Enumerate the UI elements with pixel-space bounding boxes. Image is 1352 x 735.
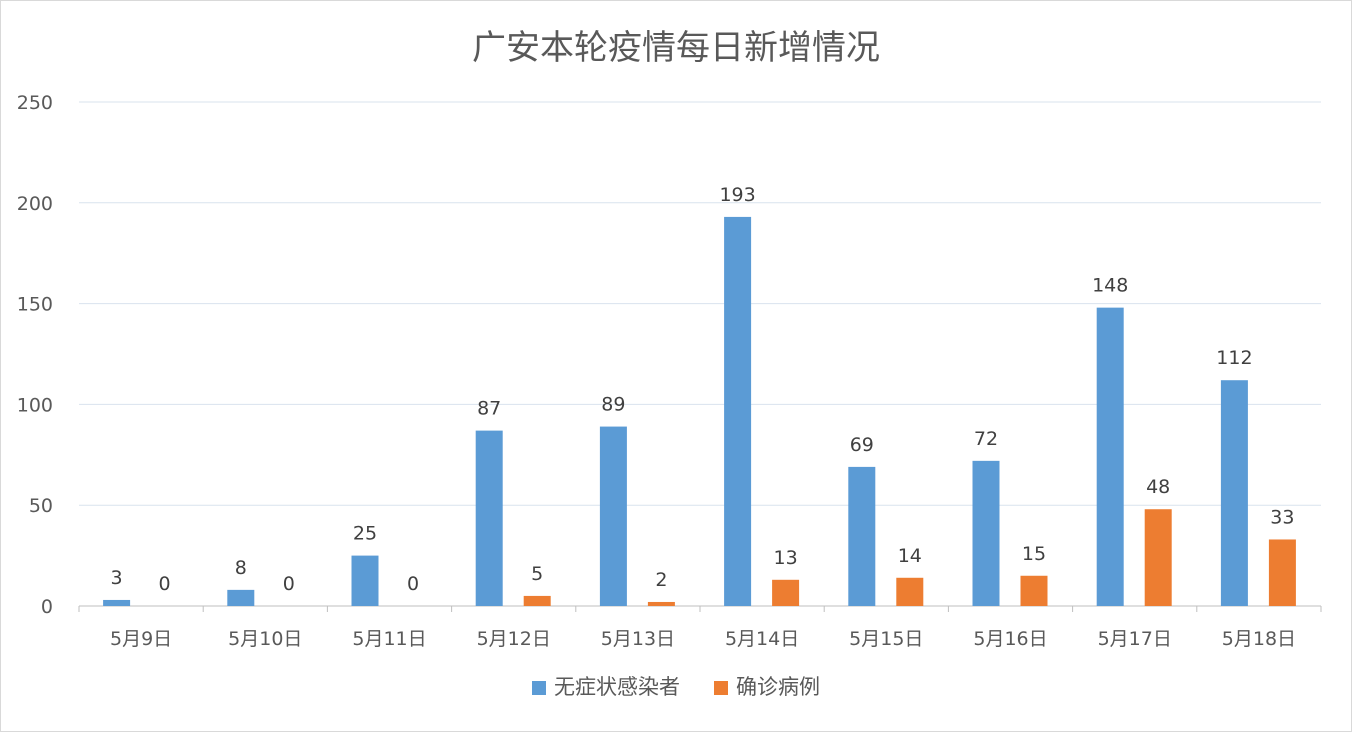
bar-asymptomatic [848,466,876,606]
data-label: 87 [477,398,501,420]
bar-confirmed [896,577,924,606]
legend-label: 无症状感染者 [554,675,680,699]
data-label: 48 [1146,476,1170,498]
y-tick-label: 200 [17,193,53,215]
legend-swatch [714,681,728,695]
data-labels: 3 0 8 0 25 0 87 5 89 2 193 13 69 14 72 15 148 48 112 33 [111,184,1295,595]
bar-confirmed [1268,539,1296,606]
x-tick-label: 5月16日 [973,628,1047,650]
bar-confirmed [772,579,800,606]
bar-confirmed [1144,509,1172,606]
data-label: 14 [898,545,922,567]
y-tick-label: 250 [17,92,53,114]
bar-asymptomatic [103,599,131,606]
legend: 无症状感染者 确诊病例 [532,675,820,699]
bar-asymptomatic [227,589,255,606]
data-label: 5 [531,563,543,585]
y-tick-label: 0 [41,596,53,618]
y-tick-label: 100 [17,394,53,416]
data-label: 0 [283,573,295,595]
data-label: 0 [407,573,419,595]
x-tick-label: 5月9日 [110,628,172,650]
data-label: 15 [1022,543,1046,565]
data-label: 3 [111,567,123,589]
x-tick-label: 5月14日 [725,628,799,650]
data-label: 13 [774,547,798,569]
data-label: 72 [974,428,998,450]
legend-label: 确诊病例 [736,675,820,699]
bar-confirmed [647,601,675,606]
bar-asymptomatic [1096,307,1124,606]
bar-asymptomatic [972,460,1000,606]
y-axis-ticks: 0 50 100 150 200 250 [17,92,53,618]
bar-asymptomatic [351,555,379,606]
bar-asymptomatic [599,426,627,606]
data-label: 112 [1216,347,1252,369]
bars [103,216,1296,607]
gridlines [79,101,1321,607]
data-label: 25 [353,523,377,545]
data-label: 0 [159,573,171,595]
x-tick-label: 5月18日 [1222,628,1296,650]
x-tick-label: 5月17日 [1098,628,1172,650]
bar-asymptomatic [475,430,503,606]
x-tick-label: 5月13日 [601,628,675,650]
x-axis-ticks: 5月9日 5月10日 5月11日 5月12日 5月13日 5月14日 5月15日 5月16日 5… [78,606,1322,650]
x-tick-label: 5月11日 [352,628,426,650]
data-label: 148 [1092,275,1128,297]
bar-confirmed [523,595,551,606]
data-label: 2 [655,569,667,591]
data-label: 8 [235,557,247,579]
data-label: 69 [850,434,874,456]
x-tick-label: 5月10日 [228,628,302,650]
legend-swatch [532,681,546,695]
bar-asymptomatic [724,216,752,607]
data-label: 89 [601,394,625,416]
y-tick-label: 50 [29,495,53,517]
bar-asymptomatic [1220,380,1248,606]
x-tick-label: 5月12日 [477,628,551,650]
y-tick-label: 150 [17,294,53,316]
chart-title: 广安本轮疫情每日新增情况 [472,28,880,68]
bar-confirmed [1020,575,1048,606]
data-label: 193 [719,184,755,206]
data-label: 33 [1270,506,1294,528]
x-tick-label: 5月15日 [849,628,923,650]
